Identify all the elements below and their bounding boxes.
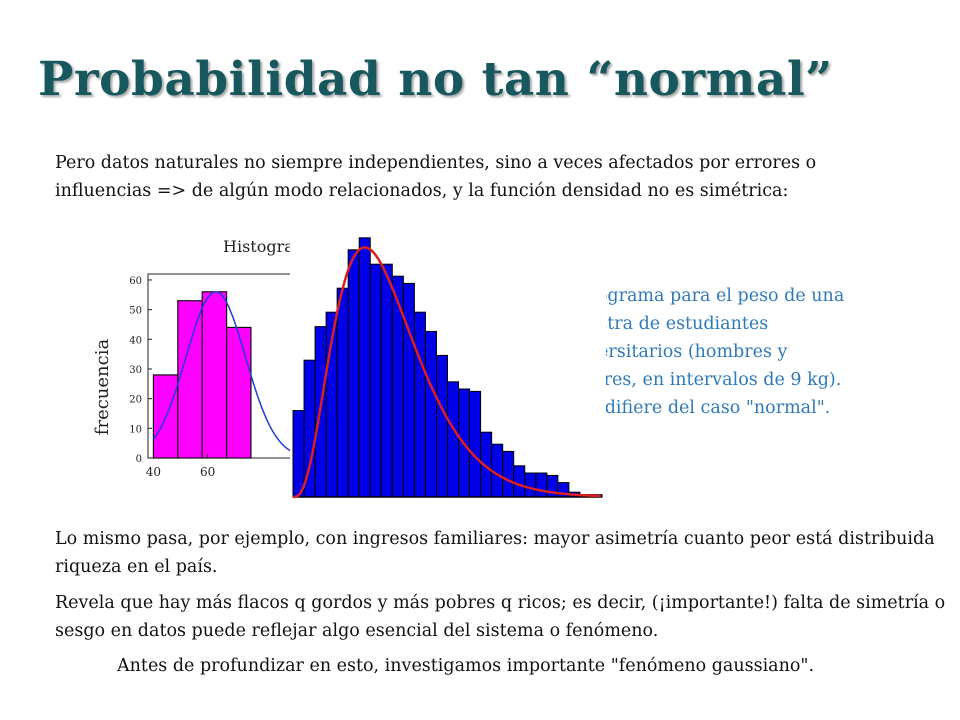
histogram-bar	[177, 300, 203, 459]
histogram-bar	[413, 311, 426, 498]
fit-curve	[152, 291, 317, 459]
histogram-bar	[347, 249, 360, 498]
asymmetry-paragraph: Revela que hay más flacos q gordos y más…	[55, 593, 946, 641]
gaussian-paragraph: Antes de profundizar en esto, investigam…	[117, 656, 815, 676]
histogram-bar	[502, 450, 515, 498]
y-tick-label: 0	[136, 454, 142, 465]
histogram-bar	[201, 291, 228, 459]
histogram-bar	[513, 465, 526, 498]
histogram-bar	[336, 287, 349, 498]
histogram-caption: Histograma para el peso de una muestra d…	[560, 282, 950, 422]
y-tick-label: 30	[129, 365, 142, 376]
weight-histogram-detail-chart	[290, 215, 606, 500]
histogram-bar	[292, 410, 305, 498]
histogram-bar	[447, 381, 460, 498]
income-paragraph: Lo mismo pasa, por ejemplo, con ingresos…	[55, 529, 935, 577]
caption-line: Este difiere del caso "normal".	[560, 398, 831, 418]
histogram-bar	[424, 330, 437, 498]
x-tick-label: 40	[146, 465, 161, 479]
y-tick-label: 20	[129, 395, 142, 406]
slide-title: Probabilidad no tan “normal”	[38, 52, 833, 107]
histogram-bar	[358, 237, 371, 498]
y-tick-label: 50	[129, 306, 142, 317]
histogram-bar	[535, 472, 548, 498]
intro-paragraph: Pero datos naturales no siempre independ…	[55, 149, 935, 205]
histogram-bar	[225, 326, 252, 459]
y-axis-label: frecuencia	[92, 339, 113, 436]
histogram-bar	[435, 354, 448, 498]
y-tick-label: 40	[129, 335, 142, 346]
x-tick-label: 60	[200, 465, 215, 479]
caption-line: muestra de estudiantes	[560, 314, 769, 334]
histogram-bar	[469, 390, 482, 498]
caption-line: mujeres, en intervalos de 9 kg).	[560, 370, 842, 390]
histogram-bar	[369, 263, 382, 498]
histogram-bar	[380, 263, 393, 498]
histogram-bar	[402, 282, 415, 498]
caption-line: Histograma para el peso de una	[560, 286, 845, 306]
intro-line-2: influencias => de algún modo relacionado…	[55, 181, 789, 201]
intro-line-1: Pero datos naturales no siempre independ…	[55, 153, 817, 173]
caption-line: universitarios (hombres y	[560, 342, 788, 362]
y-tick-label: 60	[129, 276, 142, 287]
histogram-bar	[524, 472, 537, 498]
fit-curve	[293, 246, 602, 499]
y-tick-label: 10	[129, 424, 142, 435]
